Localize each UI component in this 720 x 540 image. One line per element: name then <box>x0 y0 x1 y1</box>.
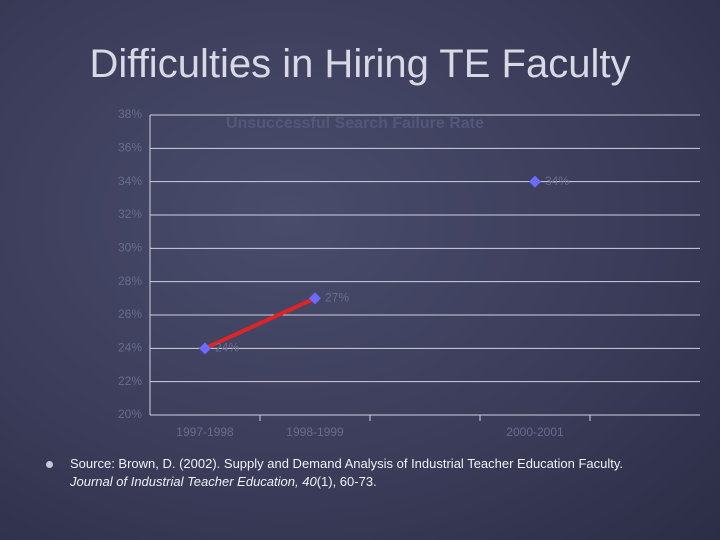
data-label: 34% <box>545 174 569 188</box>
y-tick-label: 38% <box>118 107 142 121</box>
source-text: Source: Brown, D. (2002). Supply and Dem… <box>70 456 624 471</box>
y-tick-label: 26% <box>118 307 142 321</box>
source-journal: Journal of Industrial Teacher Education,… <box>70 474 317 489</box>
y-tick-label: 22% <box>118 374 142 388</box>
line <box>204 296 316 351</box>
y-tick-label: 34% <box>118 174 142 188</box>
data-label: 24% <box>215 341 239 355</box>
y-tick-label: 28% <box>118 274 142 288</box>
y-tick-label: 24% <box>118 341 142 355</box>
bullet <box>46 461 53 468</box>
y-tick-label: 30% <box>118 241 142 255</box>
chart-title: Unsuccessful Search Failure Rate <box>226 115 484 132</box>
source: Source: Brown, D. (2002). Supply and Dem… <box>70 455 700 491</box>
marker <box>309 292 321 305</box>
marker <box>199 342 211 355</box>
source-rest: (1), 60-73. <box>316 474 377 489</box>
y-tick-label: 36% <box>118 141 142 155</box>
y-tick-label: 20% <box>118 407 142 421</box>
x-tick-label: 1998-1999 <box>286 425 344 439</box>
x-tick-label: 2000-2001 <box>506 425 564 439</box>
marker <box>529 175 541 188</box>
data-label: 27% <box>325 291 349 305</box>
x-tick-label: 1997-1998 <box>176 425 234 439</box>
slide-title: Difficulties in Hiring TE Faculty <box>89 42 631 86</box>
y-tick-label: 32% <box>118 207 142 221</box>
